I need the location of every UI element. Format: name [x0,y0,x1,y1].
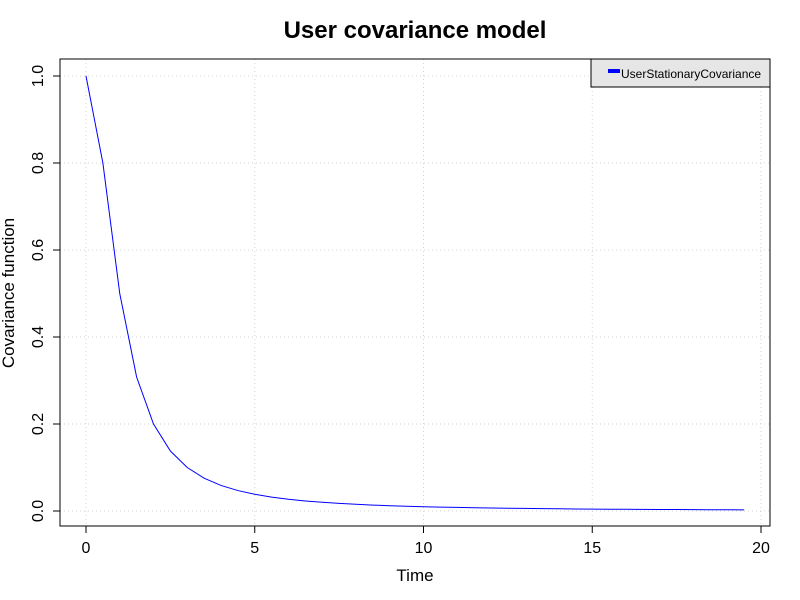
legend-box [590,58,771,88]
legend-entry: UserStationaryCovariance [621,67,761,81]
plot-frame [59,58,771,527]
x-axis-label: Time [396,566,433,585]
x-tick-label: 10 [415,540,433,557]
x-tick-label: 0 [82,540,91,557]
y-tick-label: 0.6 [30,239,47,261]
y-tick-label: 0.4 [30,326,47,348]
x-axis: 0 5 10 15 20 [82,526,770,557]
y-axis-label: Covariance function [0,218,18,368]
series-line-0 [85,75,745,511]
y-tick-label: 0.0 [30,500,47,522]
y-tick-label: 0.8 [30,152,47,174]
y-tick-label: 0.2 [30,413,47,435]
x-tick-label: 5 [250,540,259,557]
grid [60,59,770,526]
x-tick-label: 15 [583,540,601,557]
x-tick-label: 20 [752,540,770,557]
y-axis: 0.0 0.2 0.4 0.6 0.8 1.0 [30,65,60,522]
series-layer [85,75,745,511]
chart-title: User covariance model [284,17,547,44]
y-tick-label: 1.0 [30,65,47,87]
legend: UserStationaryCovariance [590,58,771,88]
legend-swatch [608,69,620,73]
